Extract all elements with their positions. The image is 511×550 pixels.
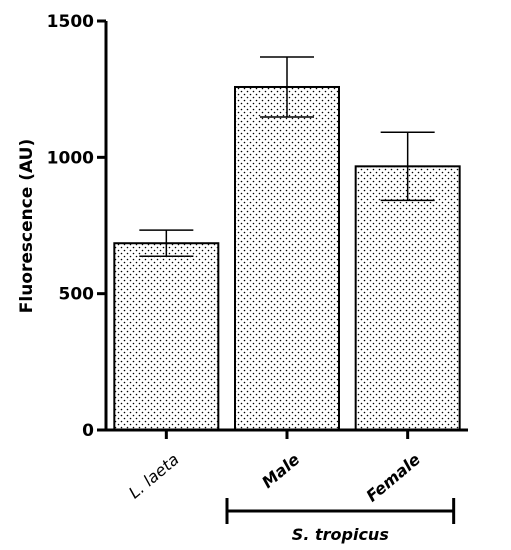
y-tick-label: 1500 bbox=[47, 12, 94, 32]
x-tick-label: Female bbox=[362, 450, 424, 506]
x-tick-label: Male bbox=[258, 450, 303, 492]
x-axis: L. laeta Male Female bbox=[106, 428, 468, 506]
bar bbox=[234, 85, 340, 432]
y-axis-label: Fluorescence (AU) bbox=[17, 139, 37, 313]
group-label: S. tropicus bbox=[292, 525, 389, 544]
bar bbox=[113, 242, 220, 431]
x-tick-label: L. laeta bbox=[125, 450, 183, 503]
group-bracket: S. tropicus bbox=[225, 498, 456, 544]
bar bbox=[354, 165, 461, 431]
y-tick-label: 0 bbox=[82, 421, 94, 441]
y-axis: 0 500 1000 1500 bbox=[47, 12, 108, 441]
y-tick-label: 1000 bbox=[47, 148, 94, 168]
y-tick-label: 500 bbox=[59, 285, 95, 305]
bars bbox=[113, 56, 461, 432]
